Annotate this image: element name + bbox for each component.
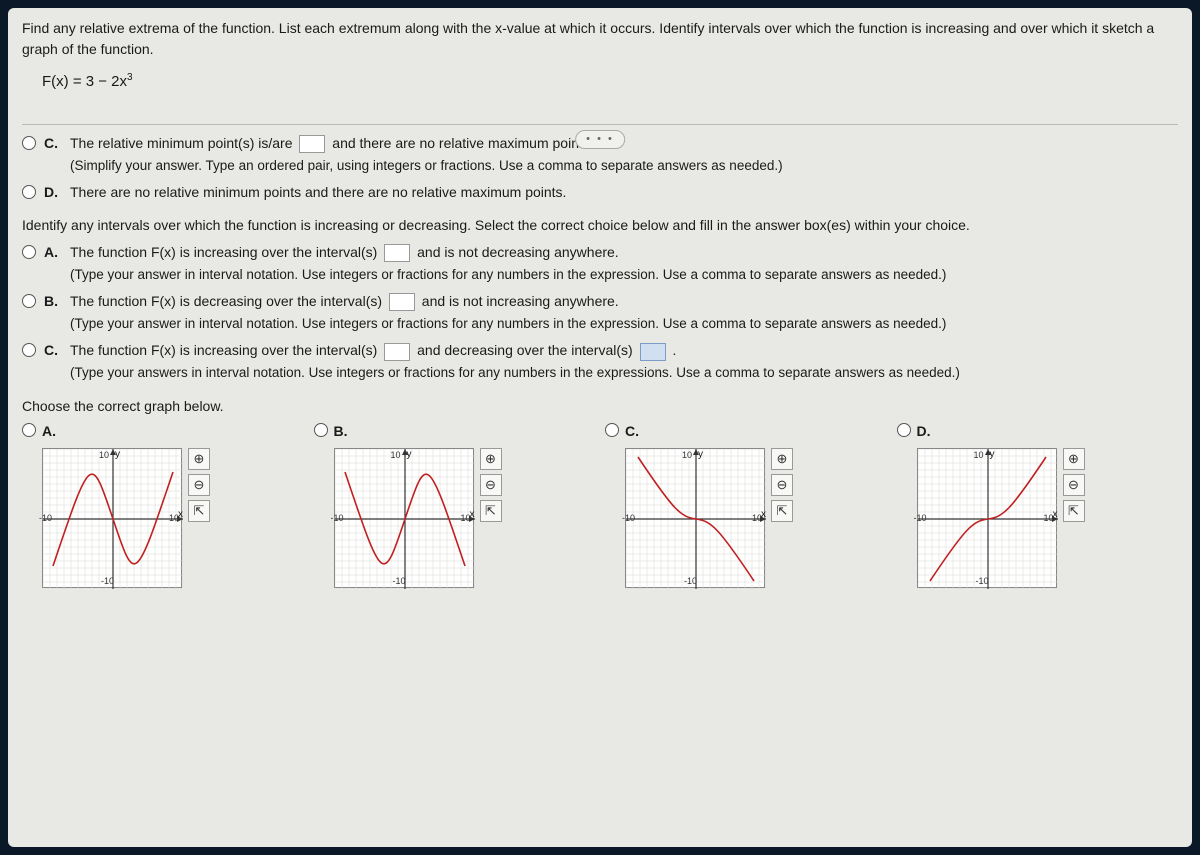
graph-choice-b[interactable]: B. y x 10 -10 10 -10 ⊕ ⊖ ⇱ xyxy=(314,421,596,588)
answer-input[interactable] xyxy=(299,135,325,153)
graph-choice-a[interactable]: A. y x 10 -10 10 -10 ⊕ ⊖ ⇱ xyxy=(22,421,304,588)
zoom-in-icon[interactable]: ⊕ xyxy=(1063,448,1085,470)
graph-toolbox: ⊕ ⊖ ⇱ xyxy=(1063,448,1085,522)
graph-thumbnail: y x 10 -10 10 -10 xyxy=(625,448,765,588)
text-before: The function F(x) is increasing over the… xyxy=(70,244,377,260)
radio-icon[interactable] xyxy=(22,294,36,308)
function-formula: F(x) = 3 − 2x3 xyxy=(42,70,1178,94)
popout-icon[interactable]: ⇱ xyxy=(188,500,210,522)
choice-body: The function F(x) is decreasing over the… xyxy=(70,291,1178,334)
choice-label: D. xyxy=(44,182,62,203)
popout-icon[interactable]: ⇱ xyxy=(1063,500,1085,522)
zoom-in-icon[interactable]: ⊕ xyxy=(771,448,793,470)
answer-input[interactable] xyxy=(384,244,410,262)
text-after: and is not decreasing anywhere. xyxy=(417,244,619,260)
question-panel: Find any relative extrema of the functio… xyxy=(8,8,1192,847)
zoom-in-icon[interactable]: ⊕ xyxy=(188,448,210,470)
graph-question: Choose the correct graph below. xyxy=(22,396,1178,417)
text-after: . xyxy=(672,342,676,358)
graph-toolbox: ⊕ ⊖ ⇱ xyxy=(480,448,502,522)
radio-icon[interactable] xyxy=(22,343,36,357)
choice-body: The function F(x) is increasing over the… xyxy=(70,340,1178,383)
question-prompt: Find any relative extrema of the functio… xyxy=(22,18,1178,60)
radio-icon[interactable] xyxy=(605,423,619,437)
hint: (Type your answer in interval notation. … xyxy=(70,314,1178,334)
extrema-choice-d[interactable]: D. There are no relative minimum points … xyxy=(22,182,1178,203)
text-after: and there are no relative maximum points… xyxy=(332,135,593,151)
radio-icon[interactable] xyxy=(22,185,36,199)
text-before: The relative minimum point(s) is/are xyxy=(70,135,293,151)
graph-thumbnail: y x 10 -10 10 -10 xyxy=(917,448,1057,588)
graph-toolbox: ⊕ ⊖ ⇱ xyxy=(188,448,210,522)
intervals-choice-c[interactable]: C. The function F(x) is increasing over … xyxy=(22,340,1178,383)
collapse-indicator[interactable]: • • • xyxy=(575,130,625,149)
intervals-question: Identify any intervals over which the fu… xyxy=(22,215,1178,236)
text-before: The function F(x) is decreasing over the… xyxy=(70,293,382,309)
choice-label: C. xyxy=(44,340,62,361)
choice-label: B. xyxy=(44,291,62,312)
radio-icon[interactable] xyxy=(897,423,911,437)
zoom-out-icon[interactable]: ⊖ xyxy=(188,474,210,496)
zoom-out-icon[interactable]: ⊖ xyxy=(1063,474,1085,496)
choice-label: D. xyxy=(917,421,1179,442)
popout-icon[interactable]: ⇱ xyxy=(771,500,793,522)
zoom-out-icon[interactable]: ⊖ xyxy=(480,474,502,496)
zoom-in-icon[interactable]: ⊕ xyxy=(480,448,502,470)
graph-choice-c[interactable]: C. y x 10 -10 10 -10 ⊕ ⊖ ⇱ xyxy=(605,421,887,588)
text-after: and is not increasing anywhere. xyxy=(422,293,619,309)
choice-label: A. xyxy=(44,242,62,263)
zoom-out-icon[interactable]: ⊖ xyxy=(771,474,793,496)
answer-input[interactable] xyxy=(384,343,410,361)
graph-choice-d[interactable]: D. y x 10 -10 10 -10 ⊕ ⊖ ⇱ xyxy=(897,421,1179,588)
choice-label: B. xyxy=(334,421,596,442)
choice-text: There are no relative minimum points and… xyxy=(70,182,1178,203)
graph-thumbnail: y x 10 -10 10 -10 xyxy=(42,448,182,588)
choice-body: The function F(x) is increasing over the… xyxy=(70,242,1178,285)
hint: (Type your answer in interval notation. … xyxy=(70,265,1178,285)
hint: (Type your answers in interval notation.… xyxy=(70,363,1178,383)
hint: (Simplify your answer. Type an ordered p… xyxy=(70,156,1178,176)
radio-icon[interactable] xyxy=(22,423,36,437)
radio-icon[interactable] xyxy=(314,423,328,437)
divider xyxy=(22,124,1178,125)
graph-thumbnail: y x 10 -10 10 -10 xyxy=(334,448,474,588)
choice-label: C. xyxy=(625,421,887,442)
choice-label: A. xyxy=(42,421,304,442)
graph-toolbox: ⊕ ⊖ ⇱ xyxy=(771,448,793,522)
intervals-choice-a[interactable]: A. The function F(x) is increasing over … xyxy=(22,242,1178,285)
text-mid: and decreasing over the interval(s) xyxy=(417,342,633,358)
graph-options: A. y x 10 -10 10 -10 ⊕ ⊖ ⇱ B. xyxy=(22,421,1178,588)
radio-icon[interactable] xyxy=(22,245,36,259)
intervals-choice-b[interactable]: B. The function F(x) is decreasing over … xyxy=(22,291,1178,334)
popout-icon[interactable]: ⇱ xyxy=(480,500,502,522)
answer-input[interactable] xyxy=(389,293,415,311)
choice-label: C. xyxy=(44,133,62,154)
text-before: The function F(x) is increasing over the… xyxy=(70,342,377,358)
answer-input[interactable] xyxy=(640,343,666,361)
radio-icon[interactable] xyxy=(22,136,36,150)
